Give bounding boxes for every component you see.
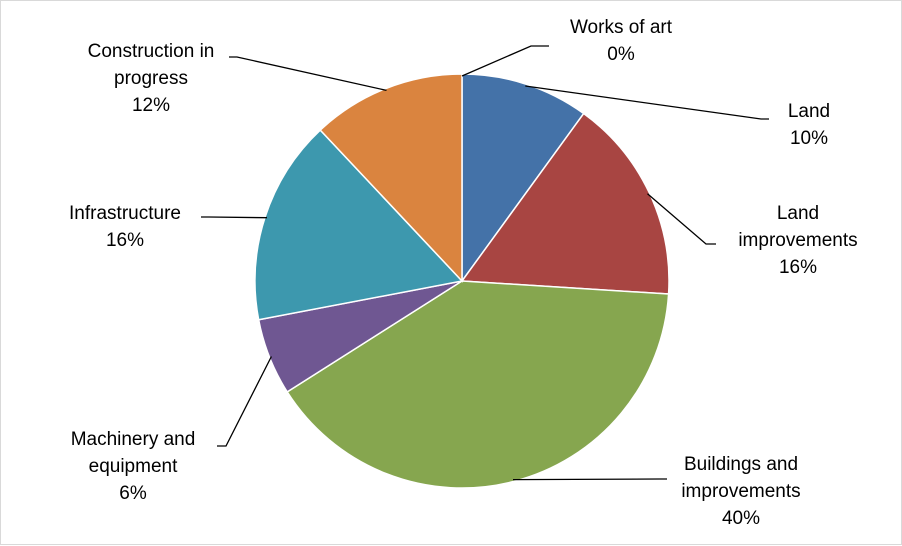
data-label-buildings-and-improvements: Buildings and improvements 40% (681, 454, 800, 529)
pie-slices (254, 73, 670, 489)
data-label-land-improvements: Land improvements 16% (738, 203, 857, 278)
pie-slice-land (461, 73, 585, 284)
leader-line-infrastructure (201, 216, 268, 219)
leader-line-land-improvements (647, 193, 716, 245)
leader-line-land (525, 85, 769, 120)
data-label-construction-in-progress: Construction in progress 12% (88, 41, 215, 116)
data-label-works-of-art: Works of art 0% (570, 17, 673, 65)
leader-line-buildings-and-improvements (512, 478, 667, 481)
data-label-infrastructure: Infrastructure 16% (69, 203, 181, 251)
leader-line-works-of-art (461, 45, 549, 77)
data-labels: Works of art 0% Land 10% Land improvements 16%… (69, 17, 858, 529)
leader-line-machinery-and-equipment (217, 356, 272, 447)
pie-slice-buildings-and-improvements (286, 280, 670, 489)
leader-lines (201, 45, 769, 481)
pie-slice-land-improvements (460, 112, 670, 295)
pie-slice-construction-in-progress (319, 73, 463, 283)
leader-line-construction-in-progress (229, 56, 387, 92)
data-label-machinery-and-equipment: Machinery and equipment 6% (71, 429, 196, 504)
data-label-land: Land 10% (788, 101, 830, 149)
